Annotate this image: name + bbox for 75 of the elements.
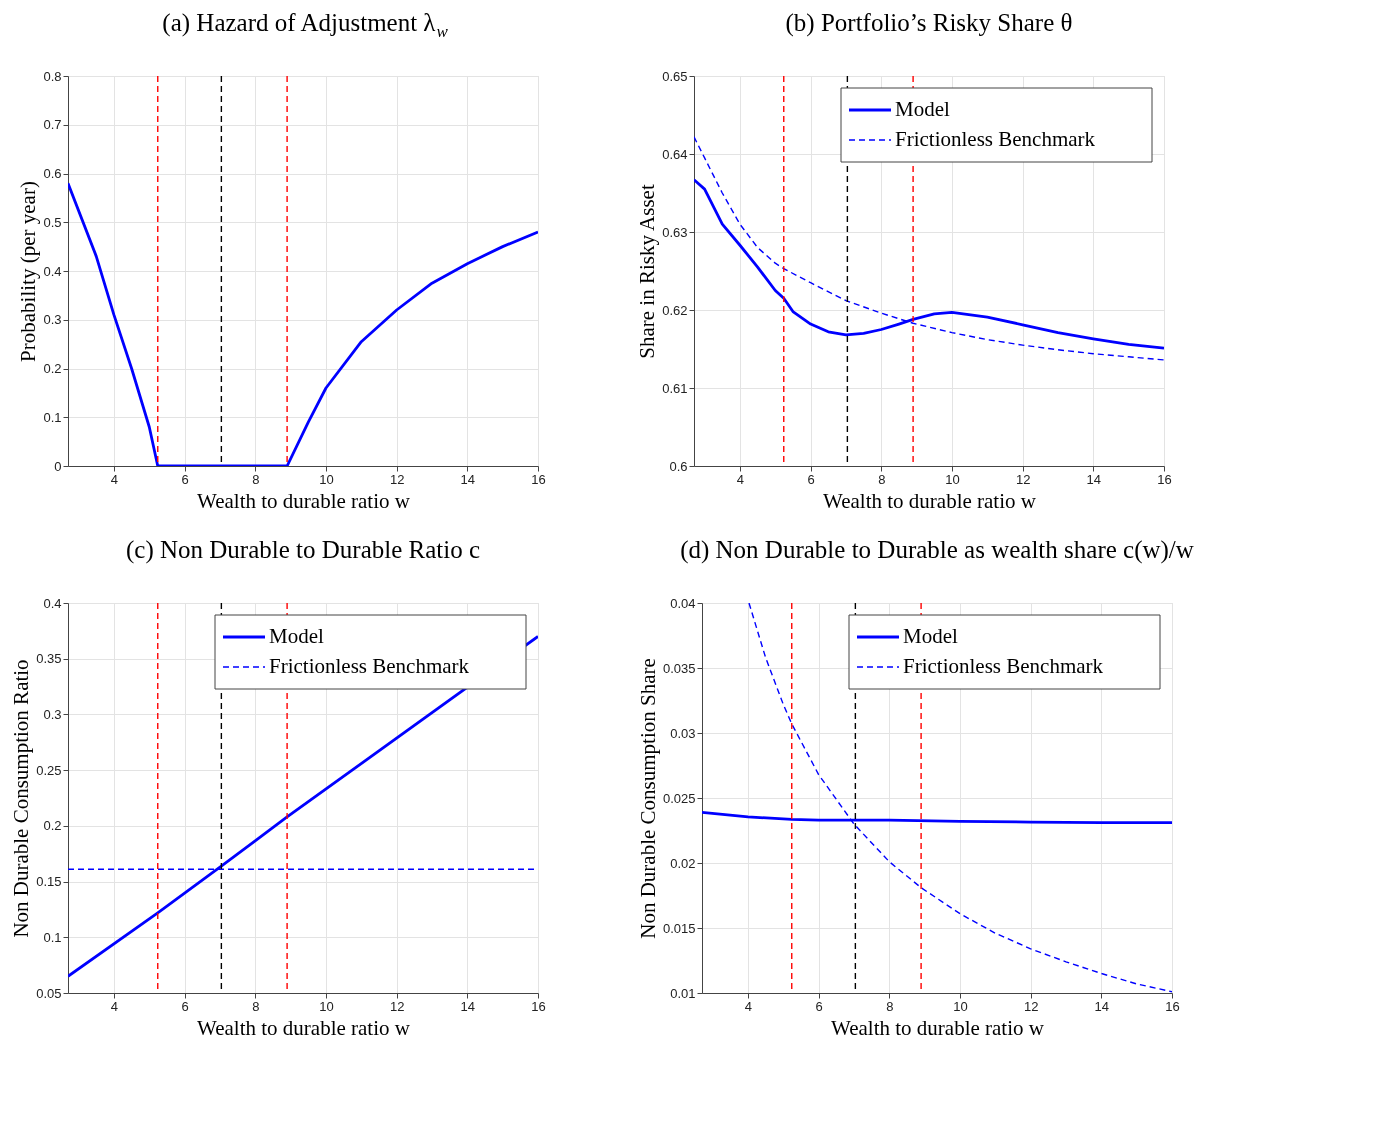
y-tick-label: 0.015	[662, 920, 696, 936]
x-tick-label: 14	[460, 998, 476, 1014]
y-tick-label: 0.2	[43, 361, 62, 376]
x-tick-label: 6	[181, 471, 189, 487]
legend-label: Model	[903, 624, 958, 648]
y-tick-label: 0.35	[36, 651, 62, 667]
x-tick-label: 8	[252, 998, 260, 1014]
x-tick-label: 8	[878, 471, 886, 487]
x-tick-label: 12	[389, 471, 405, 487]
y-tick-label: 0.61	[662, 380, 688, 396]
x-tick-label: 12	[1023, 998, 1039, 1014]
y-tick-label: 0.64	[662, 146, 688, 162]
y-tick-label: 0.65	[662, 68, 688, 84]
x-tick-label: 6	[815, 998, 823, 1014]
y-tick-label: 0.7	[43, 117, 62, 133]
x-tick-label: 16	[1157, 471, 1172, 487]
chart-title: (b) Portfolio’s Risky Share θ	[785, 9, 1073, 37]
x-tick-label: 16	[531, 471, 546, 487]
x-tick-label: 14	[1094, 998, 1110, 1014]
x-tick-label: 14	[1086, 471, 1102, 487]
x-tick-label: 12	[389, 998, 405, 1014]
y-tick-label: 0.01	[670, 985, 696, 1001]
y-tick-label: 0.05	[36, 985, 62, 1001]
y-tick-label: 0.62	[662, 302, 688, 318]
legend-label: Frictionless Benchmark	[895, 127, 1096, 151]
y-tick-label: 0.3	[43, 706, 62, 722]
x-tick-label: 10	[945, 471, 960, 487]
x-tick-label: 6	[181, 998, 189, 1014]
x-axis-title: Wealth to durable ratio w	[823, 488, 1037, 513]
y-tick-label: 0	[54, 458, 62, 474]
x-tick-label: 4	[110, 998, 119, 1014]
legend-label: Model	[269, 624, 324, 648]
legend-label: Frictionless Benchmark	[903, 654, 1104, 678]
x-tick-label: 16	[531, 998, 546, 1014]
x-tick-label: 10	[319, 998, 334, 1014]
y-axis-title: Non Durable Consumption Ratio	[9, 659, 34, 938]
x-axis-title: Wealth to durable ratio w	[197, 488, 411, 513]
x-tick-label: 4	[110, 471, 119, 487]
y-tick-label: 0.6	[669, 458, 688, 474]
y-tick-label: 0.3	[43, 312, 62, 328]
y-tick-label: 0.8	[43, 68, 62, 84]
chart-title: (c) Non Durable to Durable Ratio c	[125, 536, 481, 564]
x-tick-label: 8	[886, 998, 894, 1014]
y-tick-label: 0.2	[43, 818, 62, 834]
legend-label: Model	[895, 97, 950, 121]
y-tick-label: 0.5	[43, 214, 62, 230]
y-tick-label: 0.15	[36, 874, 62, 890]
y-tick-label: 0.4	[43, 595, 62, 611]
y-tick-label: 0.6	[43, 166, 62, 181]
x-tick-label: 10	[319, 471, 334, 487]
y-tick-label: 0.03	[670, 725, 696, 741]
x-tick-label: 8	[252, 471, 260, 487]
legend-label: Frictionless Benchmark	[269, 654, 470, 678]
y-axis-title: Probability (per year)	[16, 181, 41, 362]
y-tick-label: 0.025	[662, 790, 696, 806]
y-axis-title: Share in Risky Asset	[635, 184, 660, 359]
x-axis-title: Wealth to durable ratio w	[831, 1015, 1045, 1040]
y-tick-label: 0.02	[670, 855, 696, 871]
x-tick-label: 14	[460, 471, 476, 487]
x-axis-title: Wealth to durable ratio w	[197, 1015, 411, 1040]
y-tick-label: 0.04	[670, 595, 696, 611]
y-tick-label: 0.25	[36, 762, 62, 778]
x-tick-label: 12	[1015, 471, 1031, 487]
x-tick-label: 6	[807, 471, 815, 487]
y-tick-label: 0.035	[662, 660, 696, 676]
y-tick-label: 0.1	[43, 929, 62, 945]
x-tick-label: 10	[953, 998, 968, 1014]
y-tick-label: 0.63	[662, 224, 688, 240]
x-tick-label: 16	[1165, 998, 1180, 1014]
y-tick-label: 0.1	[43, 409, 62, 425]
x-tick-label: 4	[744, 998, 753, 1014]
chart-title: (d) Non Durable to Durable as wealth share c(w)/w	[680, 536, 1194, 564]
y-tick-label: 0.4	[43, 263, 62, 279]
y-axis-title: Non Durable Consumption Share	[635, 658, 660, 939]
x-tick-label: 4	[736, 471, 745, 487]
